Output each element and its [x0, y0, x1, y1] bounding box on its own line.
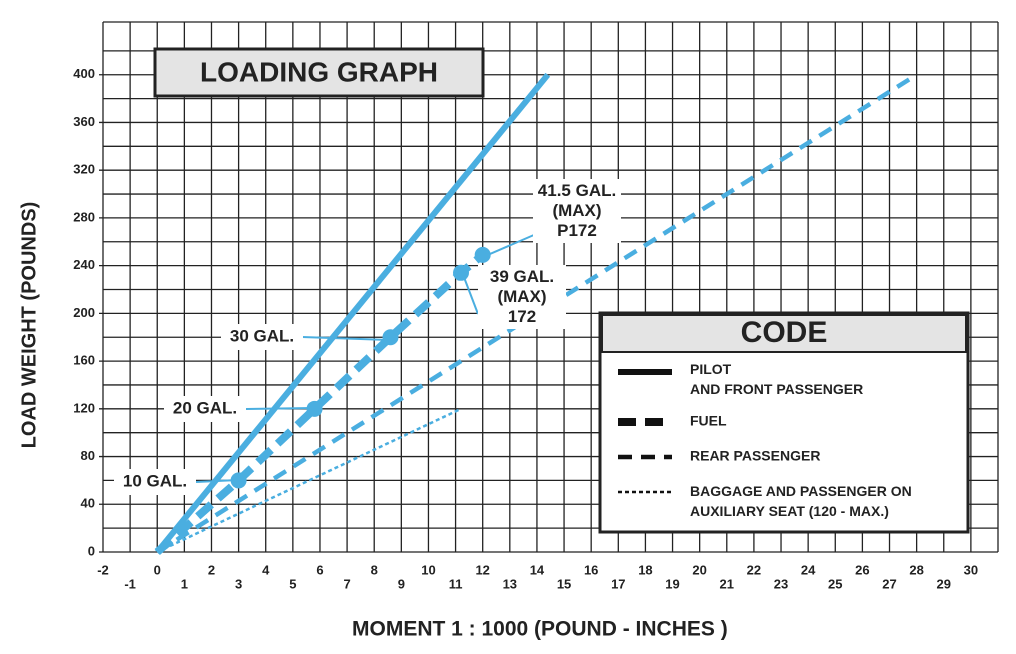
- y-tick-label: 160: [73, 353, 95, 368]
- x-tick-label: 25: [828, 576, 842, 591]
- x-tick-label: -1: [124, 576, 136, 591]
- x-tick-label: 19: [665, 576, 679, 591]
- x-tick-label: 11: [449, 576, 463, 591]
- chart-title: LOADING GRAPH: [200, 56, 438, 87]
- legend-title: CODE: [741, 316, 828, 349]
- y-tick-label: 240: [73, 257, 95, 272]
- annotation-bg: [478, 265, 566, 329]
- x-tick-label: 4: [262, 562, 270, 577]
- y-tick-label: 80: [81, 448, 95, 463]
- x-tick-label: 12: [475, 562, 489, 577]
- title-box: [153, 47, 485, 98]
- annotation: 20 GAL.: [173, 398, 237, 417]
- x-tick-label: 24: [801, 562, 816, 577]
- fuel-point: [306, 400, 323, 417]
- y-tick-label: 280: [73, 209, 95, 224]
- fuel-point: [474, 246, 491, 263]
- x-tick-label: 8: [371, 562, 378, 577]
- leader-line: [461, 271, 479, 315]
- legend-label: PILOT AND FRONT PASSENGER: [690, 361, 863, 397]
- legend-header: [601, 314, 967, 353]
- annotation-bg: [114, 469, 196, 495]
- x-tick-label: 26: [855, 562, 869, 577]
- annotation: 10 GAL.: [123, 471, 187, 490]
- x-tick-label: 27: [882, 576, 896, 591]
- series-line: [154, 72, 551, 554]
- x-tick-label: 18: [638, 562, 652, 577]
- legend-label: REAR PASSENGER: [690, 448, 820, 464]
- x-tick-label: 23: [774, 576, 788, 591]
- x-tick-label: 5: [289, 576, 296, 591]
- y-tick-label: 0: [88, 543, 95, 558]
- x-tick-label: 22: [747, 562, 761, 577]
- x-tick-label: 15: [557, 576, 571, 591]
- leader-line: [245, 407, 314, 410]
- x-tick-label: 21: [720, 576, 734, 591]
- fuel-point: [230, 472, 247, 489]
- x-tick-label: 16: [584, 562, 598, 577]
- legend-label: FUEL: [690, 413, 727, 429]
- annotation: 39 GAL. (MAX) 172: [490, 267, 554, 326]
- fuel-point: [453, 264, 469, 281]
- y-tick-label: 40: [81, 496, 95, 511]
- x-tick-label: 14: [530, 562, 545, 577]
- legend: CODE PILOT AND FRONT PASSENGER FUEL REAR PA…: [598, 311, 970, 534]
- leader-line: [195, 479, 239, 483]
- x-tick-label: 13: [503, 576, 517, 591]
- annotation-bg: [533, 179, 621, 243]
- x-tick-label: 17: [611, 576, 625, 591]
- leader-line: [301, 336, 389, 341]
- y-tick-label: 120: [73, 400, 95, 415]
- x-tick-label: 20: [692, 562, 706, 577]
- annotations: 10 GAL. 20 GAL. 30 GAL. 39 GAL. (MAX) 172 41.5…: [114, 179, 621, 495]
- x-tick-label: 3: [235, 576, 242, 591]
- y-tick-label: 400: [73, 66, 95, 81]
- x-tick-label: 28: [909, 562, 923, 577]
- x-tick-label: 6: [316, 562, 323, 577]
- x-tick-label: 1: [181, 576, 188, 591]
- x-tick-label: 2: [208, 562, 215, 577]
- x-tick-label: 9: [398, 576, 405, 591]
- x-tick-label: 30: [964, 562, 978, 577]
- x-tick-label: 0: [154, 562, 161, 577]
- annotation-bg: [164, 396, 246, 422]
- y-tick-label: 320: [73, 162, 95, 177]
- y-axis-label: LOAD WEIGHT (POUNDS): [18, 202, 40, 449]
- annotation: 30 GAL.: [230, 326, 294, 345]
- y-tick-label: 200: [73, 305, 95, 320]
- x-tick-label: -2: [97, 562, 109, 577]
- x-tick-label: 10: [421, 562, 435, 577]
- x-axis-label: MOMENT 1 : 1000 (POUND - INCHES ): [352, 618, 728, 641]
- annotation: 41.5 GAL. (MAX) P172: [538, 181, 616, 240]
- x-tick-label: 29: [937, 576, 951, 591]
- annotation-bg: [221, 324, 303, 350]
- legend-label: BAGGAGE AND PASSENGER ON AUXILIARY SEAT (…: [690, 483, 912, 519]
- x-tick-label: 7: [343, 576, 350, 591]
- y-tick-label: 360: [73, 114, 95, 129]
- fuel-point: [382, 329, 399, 346]
